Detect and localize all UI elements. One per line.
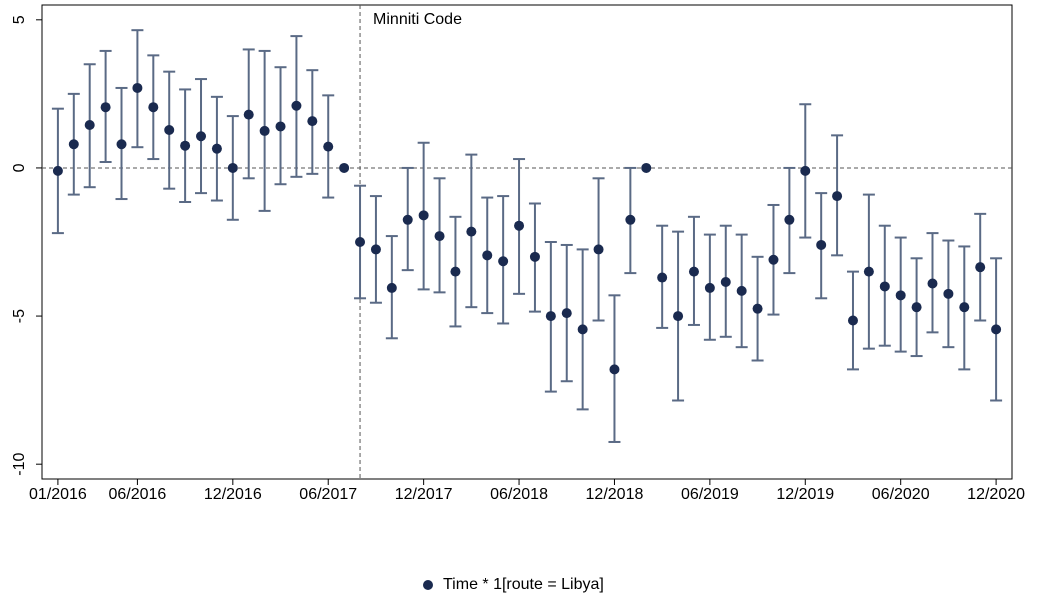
point	[402, 214, 413, 225]
point	[943, 288, 954, 299]
point	[561, 308, 572, 319]
point	[370, 244, 381, 255]
point	[895, 290, 906, 301]
point	[975, 262, 986, 273]
y-tick-label: 5	[11, 15, 28, 24]
y-tick-label: 0	[11, 163, 28, 172]
point	[847, 315, 858, 326]
x-tick-label: 01/2016	[29, 486, 87, 503]
point	[641, 162, 652, 173]
point	[196, 131, 207, 142]
x-tick-label: 06/2016	[108, 486, 166, 503]
point	[657, 272, 668, 283]
point	[784, 214, 795, 225]
point	[545, 311, 556, 322]
point	[529, 251, 540, 262]
x-tick-label: 12/2020	[967, 486, 1025, 503]
point	[275, 121, 286, 132]
point	[482, 250, 493, 261]
point	[927, 278, 938, 289]
y-tick-label: -10	[11, 453, 28, 476]
point	[466, 226, 477, 237]
point	[863, 266, 874, 277]
x-tick-label: 06/2018	[490, 486, 548, 503]
point	[736, 285, 747, 296]
point	[704, 282, 715, 293]
point	[832, 191, 843, 202]
point	[593, 244, 604, 255]
point	[514, 220, 525, 231]
point	[100, 102, 111, 113]
point	[768, 254, 779, 265]
point	[68, 139, 79, 150]
point	[180, 140, 191, 151]
point	[243, 109, 254, 120]
point	[148, 102, 159, 113]
point	[688, 266, 699, 277]
point	[673, 311, 684, 322]
point	[211, 143, 222, 154]
point	[991, 324, 1002, 335]
point	[164, 125, 175, 136]
x-tick-label: 12/2016	[204, 486, 262, 503]
legend-marker	[423, 580, 433, 590]
point	[879, 281, 890, 292]
point	[355, 237, 366, 247]
point	[52, 165, 63, 176]
point	[116, 139, 127, 150]
point	[84, 119, 95, 130]
point	[132, 82, 143, 93]
point	[959, 302, 970, 313]
x-tick-label: 12/2018	[586, 486, 644, 503]
point	[259, 125, 270, 136]
point	[434, 231, 445, 242]
x-tick-label: 06/2019	[681, 486, 739, 503]
point	[291, 100, 302, 111]
plot-frame	[41, 4, 1013, 480]
x-tick-label: 06/2020	[872, 486, 930, 503]
point	[911, 302, 922, 313]
point	[800, 165, 811, 176]
point	[577, 324, 588, 335]
point	[450, 266, 461, 277]
point	[816, 239, 827, 250]
point	[386, 282, 397, 293]
x-tick-label: 12/2019	[776, 486, 834, 503]
point	[227, 162, 238, 173]
annotation: Minniti Code	[373, 11, 462, 28]
point	[339, 162, 350, 173]
x-tick-label: 12/2017	[395, 486, 453, 503]
point	[498, 256, 509, 267]
point	[307, 116, 318, 127]
point	[625, 214, 636, 225]
point	[609, 364, 620, 375]
point	[720, 276, 731, 287]
point	[752, 303, 763, 314]
point	[323, 141, 334, 152]
y-tick-label: -5	[11, 309, 28, 323]
legend-label: Time * 1[route = Libya]	[443, 576, 604, 593]
x-tick-label: 06/2017	[299, 486, 357, 503]
point	[418, 210, 429, 221]
